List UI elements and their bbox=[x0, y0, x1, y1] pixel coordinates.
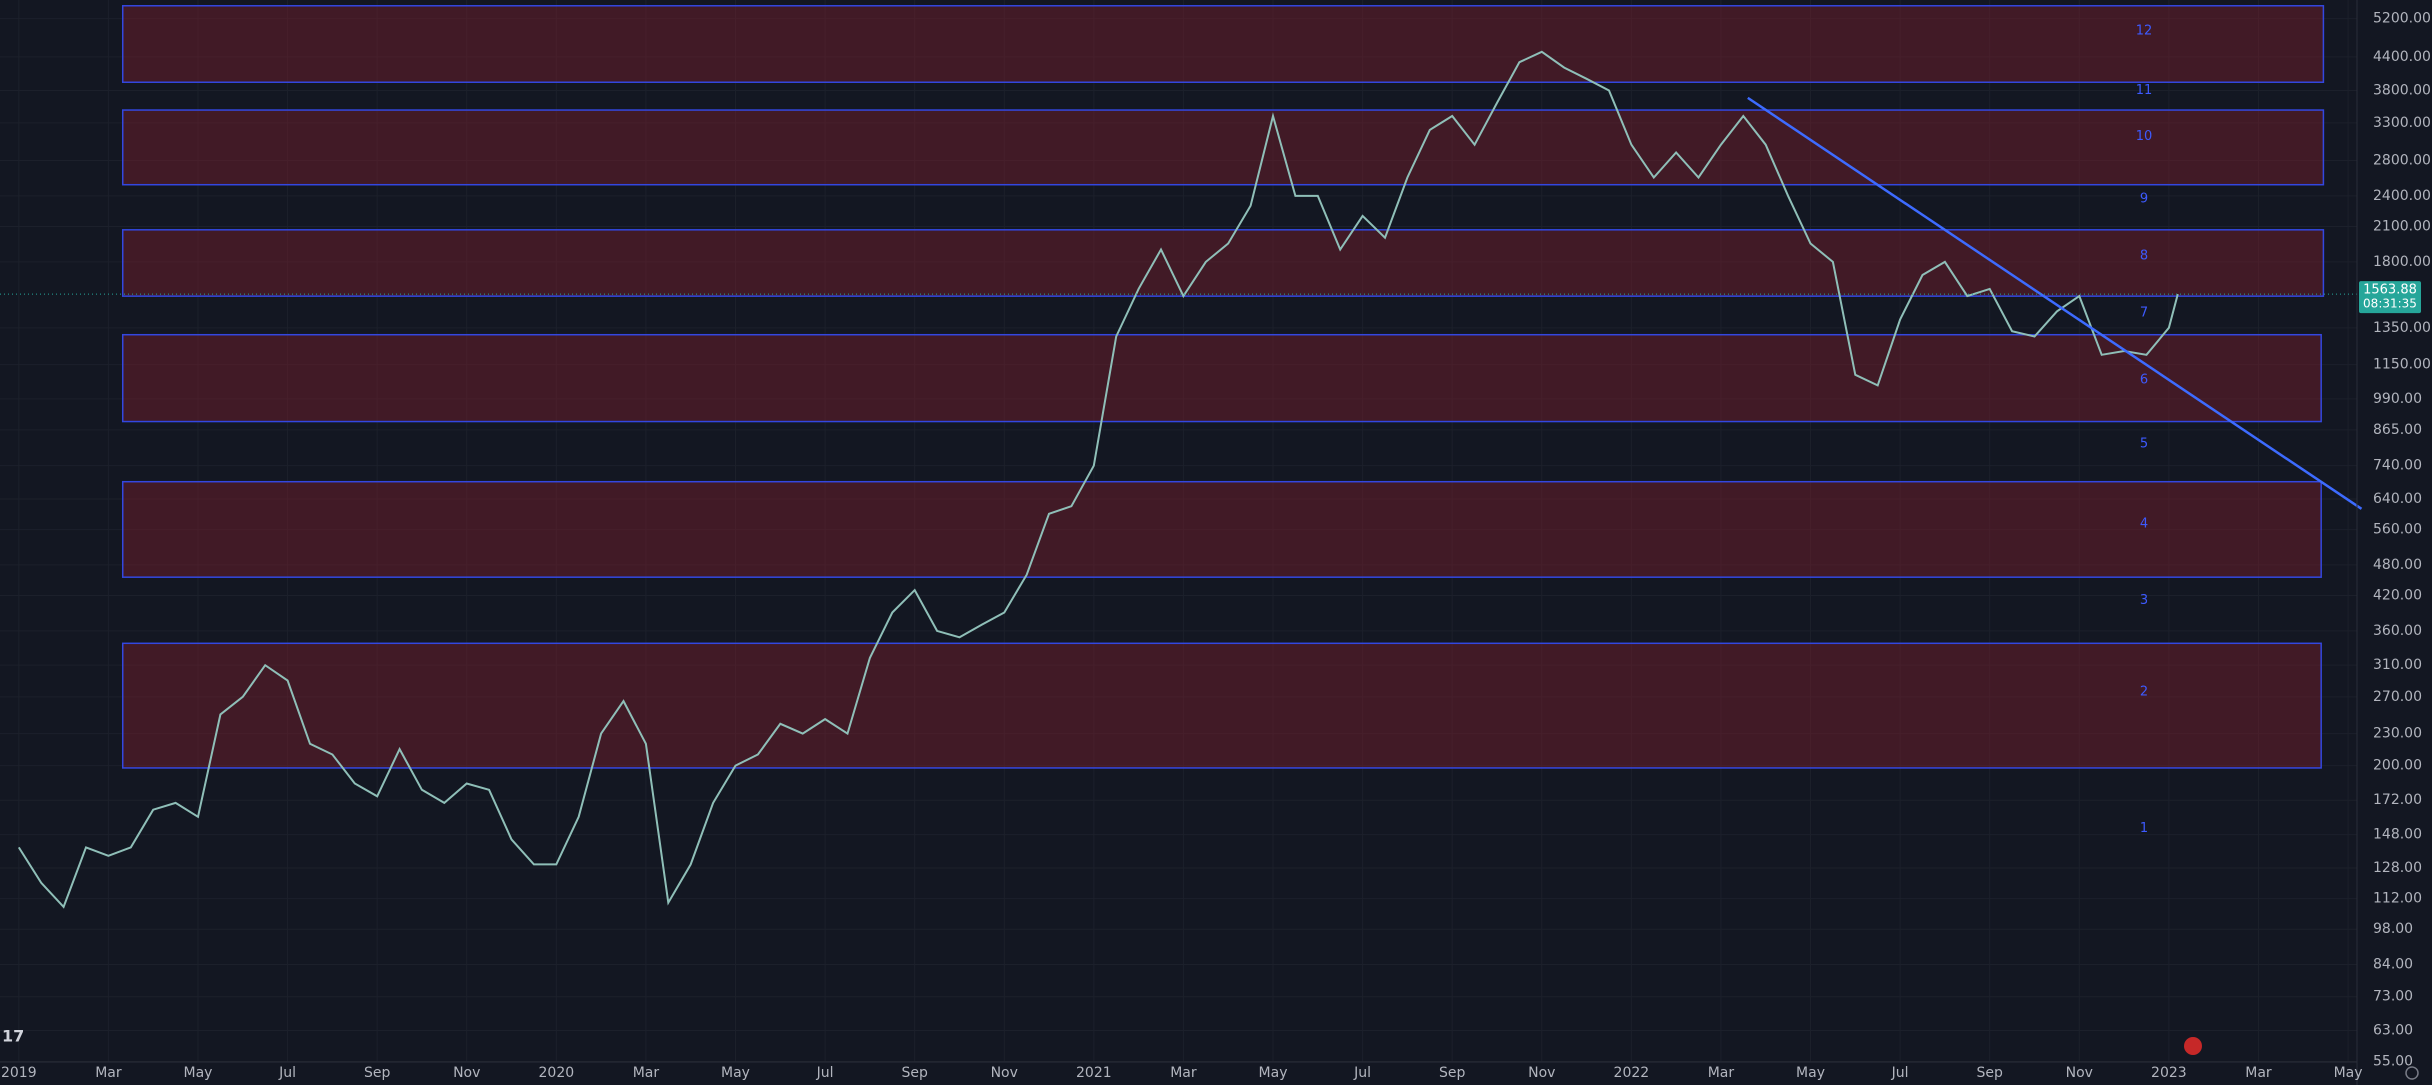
level-label: 12 bbox=[2136, 23, 2153, 38]
y-tick-label: 865.00 bbox=[2373, 422, 2422, 438]
level-label: 10 bbox=[2136, 129, 2153, 144]
level-label: 3 bbox=[2140, 593, 2148, 608]
x-tick-label: Sep bbox=[901, 1065, 928, 1081]
x-tick-label: 2023 bbox=[2151, 1065, 2187, 1081]
y-tick-label: 172.00 bbox=[2373, 792, 2422, 808]
zone bbox=[121, 480, 2322, 578]
x-tick-label: Nov bbox=[1528, 1065, 1555, 1081]
y-tick-label: 55.00 bbox=[2373, 1054, 2413, 1070]
x-tick-label: Mar bbox=[1708, 1065, 1735, 1081]
x-tick-label: 2022 bbox=[1614, 1065, 1650, 1081]
y-tick-label: 200.00 bbox=[2373, 758, 2422, 774]
y-tick-label: 230.00 bbox=[2373, 726, 2422, 742]
x-tick-label: Nov bbox=[2066, 1065, 2093, 1081]
x-tick-label: May bbox=[2334, 1065, 2363, 1081]
countdown: 08:31:35 bbox=[2363, 297, 2417, 311]
y-tick-label: 63.00 bbox=[2373, 1023, 2413, 1039]
y-tick-label: 740.00 bbox=[2373, 458, 2422, 474]
level-label: 8 bbox=[2140, 249, 2148, 264]
level-label: 2 bbox=[2140, 684, 2148, 699]
y-tick-label: 128.00 bbox=[2373, 860, 2422, 876]
y-tick-label: 640.00 bbox=[2373, 491, 2422, 507]
flag-icon[interactable] bbox=[2184, 1037, 2202, 1055]
y-tick-label: 310.00 bbox=[2373, 657, 2422, 673]
y-tick-label: 2100.00 bbox=[2373, 219, 2431, 235]
x-tick-label: Mar bbox=[95, 1065, 122, 1081]
y-tick-label: 3300.00 bbox=[2373, 115, 2431, 131]
y-tick-label: 73.00 bbox=[2373, 989, 2413, 1005]
x-tick-label: Jul bbox=[1891, 1065, 1909, 1081]
zone bbox=[121, 333, 2322, 423]
y-tick-label: 98.00 bbox=[2373, 921, 2413, 937]
y-tick-label: 1350.00 bbox=[2373, 320, 2431, 336]
x-tick-label: Sep bbox=[1977, 1065, 2004, 1081]
x-tick-label: Jul bbox=[816, 1065, 834, 1081]
x-tick-label: 2019 bbox=[1, 1065, 37, 1081]
y-tick-label: 270.00 bbox=[2373, 689, 2422, 705]
y-tick-label: 360.00 bbox=[2373, 623, 2422, 639]
x-tick-label: Mar bbox=[1170, 1065, 1197, 1081]
y-tick-label: 480.00 bbox=[2373, 557, 2422, 573]
x-tick-label: Jul bbox=[278, 1065, 296, 1081]
y-tick-label: 84.00 bbox=[2373, 957, 2413, 973]
y-tick-label: 420.00 bbox=[2373, 588, 2422, 604]
y-tick-label: 1150.00 bbox=[2373, 357, 2431, 373]
last-price-box bbox=[2359, 281, 2421, 314]
x-tick-label: Nov bbox=[991, 1065, 1018, 1081]
x-tick-label: 2020 bbox=[539, 1065, 575, 1081]
level-label: 4 bbox=[2140, 516, 2148, 531]
zone bbox=[121, 5, 2325, 83]
y-tick-label: 148.00 bbox=[2373, 827, 2422, 843]
y-tick-label: 2800.00 bbox=[2373, 153, 2431, 169]
trendline bbox=[1747, 96, 2363, 510]
last-price-label: 1563.88 bbox=[2363, 283, 2417, 298]
zone bbox=[121, 642, 2322, 769]
y-tick-label: 3800.00 bbox=[2373, 83, 2431, 99]
y-tick-label: 560.00 bbox=[2373, 522, 2422, 538]
level-label: 5 bbox=[2140, 436, 2148, 451]
x-tick-label: May bbox=[721, 1065, 750, 1081]
x-tick-label: Mar bbox=[633, 1065, 660, 1081]
price-line bbox=[17, 50, 2179, 909]
y-tick-label: 5200.00 bbox=[2373, 11, 2431, 27]
plot bbox=[0, 5, 2363, 909]
level-label: 11 bbox=[2136, 83, 2153, 98]
zone bbox=[121, 229, 2325, 297]
logo[interactable]: 17 bbox=[2, 1027, 24, 1046]
x-tick-label: Sep bbox=[364, 1065, 391, 1081]
y-tick-label: 112.00 bbox=[2373, 891, 2422, 907]
settings-icon[interactable] bbox=[2405, 1066, 2419, 1080]
y-tick-label: 2400.00 bbox=[2373, 188, 2431, 204]
level-label: 9 bbox=[2140, 191, 2148, 206]
x-tick-label: Jul bbox=[1353, 1065, 1371, 1081]
x-tick-label: Nov bbox=[453, 1065, 480, 1081]
y-tick-label: 4400.00 bbox=[2373, 49, 2431, 65]
level-label: 7 bbox=[2140, 306, 2148, 321]
x-tick-label: May bbox=[1259, 1065, 1288, 1081]
x-tick-label: Mar bbox=[2245, 1065, 2272, 1081]
x-tick-label: Sep bbox=[1439, 1065, 1466, 1081]
y-tick-label: 1800.00 bbox=[2373, 254, 2431, 270]
x-tick-label: May bbox=[1796, 1065, 1825, 1081]
x-tick-label: May bbox=[184, 1065, 213, 1081]
x-tick-label: 2021 bbox=[1076, 1065, 1112, 1081]
y-tick-label: 990.00 bbox=[2373, 391, 2422, 407]
zone bbox=[121, 109, 2325, 186]
level-label: 6 bbox=[2140, 373, 2148, 388]
level-label: 1 bbox=[2140, 821, 2148, 836]
